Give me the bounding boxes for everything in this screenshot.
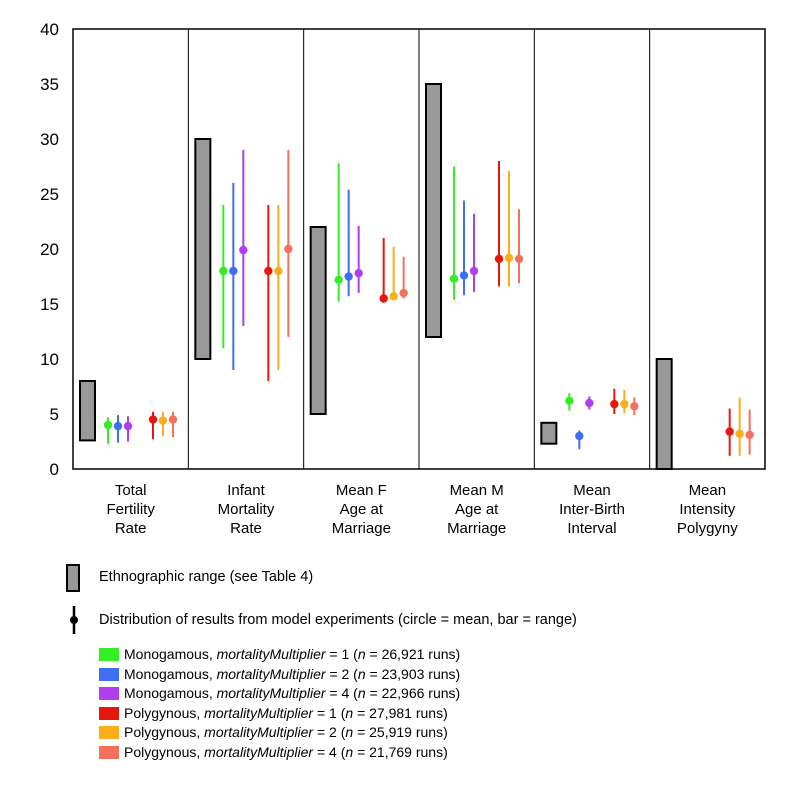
mean-marker: [389, 292, 398, 301]
category-label: Interval: [567, 520, 616, 537]
mean-marker: [610, 399, 619, 409]
mean-marker: [168, 415, 178, 424]
mean-marker: [148, 415, 158, 424]
mean-marker: [219, 266, 228, 276]
category-label: Mean: [689, 482, 727, 499]
category-label: Fertility: [106, 501, 155, 518]
ethnographic-range-box: [425, 83, 442, 338]
ethnographic-range-box: [309, 226, 327, 415]
category-label: Mortality: [218, 501, 275, 518]
mean-marker: [123, 421, 133, 431]
mean-marker: [725, 427, 734, 436]
mean-marker: [113, 421, 123, 431]
category-label: Polygyny: [677, 520, 738, 537]
y-tick-label: 10: [40, 350, 59, 369]
y-tick-label: 40: [40, 20, 59, 39]
category-label: Mean F: [336, 482, 387, 499]
mean-marker: [379, 294, 388, 303]
category-label: Inter-Birth: [559, 501, 625, 518]
mean-marker: [735, 429, 744, 438]
mean-marker: [354, 269, 363, 278]
ethnographic-range-box: [79, 380, 96, 442]
y-tick-label: 25: [40, 185, 59, 204]
mean-marker: [158, 416, 168, 425]
category-label: Age at: [340, 501, 384, 518]
category-label: Marriage: [332, 520, 391, 537]
category-label: Mean M: [450, 482, 504, 499]
mean-marker: [620, 399, 629, 409]
category-label: Mean: [573, 482, 611, 499]
mean-marker: [514, 254, 524, 264]
mean-marker: [103, 420, 113, 430]
mean-marker: [504, 253, 514, 262]
category-label: Rate: [115, 520, 147, 537]
ethnographic-range-box: [540, 421, 558, 445]
mean-marker: [494, 254, 504, 264]
mean-marker: [229, 266, 238, 276]
mean-marker: [630, 402, 639, 411]
ethnographic-range-box: [194, 138, 212, 360]
y-tick-label: 5: [50, 405, 59, 424]
mean-marker: [264, 266, 273, 276]
category-label: Rate: [230, 520, 262, 537]
y-tick-label: 30: [40, 130, 59, 149]
mean-marker: [469, 266, 479, 276]
y-tick-label: 0: [50, 460, 59, 479]
ethnographic-range-box: [655, 358, 673, 470]
mean-marker: [274, 266, 283, 276]
mean-marker: [239, 245, 248, 255]
mean-marker: [565, 396, 574, 405]
mean-marker: [334, 275, 343, 284]
mean-marker: [344, 272, 353, 281]
category-label: Infant: [227, 482, 265, 499]
mean-marker: [399, 288, 408, 298]
mean-marker: [449, 274, 459, 283]
mean-marker: [585, 398, 594, 408]
y-tick-label: 15: [40, 295, 59, 314]
category-label: Intensity: [679, 501, 735, 518]
category-label: Marriage: [447, 520, 506, 537]
y-tick-label: 20: [40, 240, 59, 259]
mean-marker: [745, 430, 754, 440]
mean-marker: [459, 271, 469, 280]
y-tick-label: 35: [40, 75, 59, 94]
category-label: Total: [115, 482, 147, 499]
mean-marker: [284, 244, 293, 254]
category-label: Age at: [455, 501, 499, 518]
mean-marker: [575, 431, 584, 441]
